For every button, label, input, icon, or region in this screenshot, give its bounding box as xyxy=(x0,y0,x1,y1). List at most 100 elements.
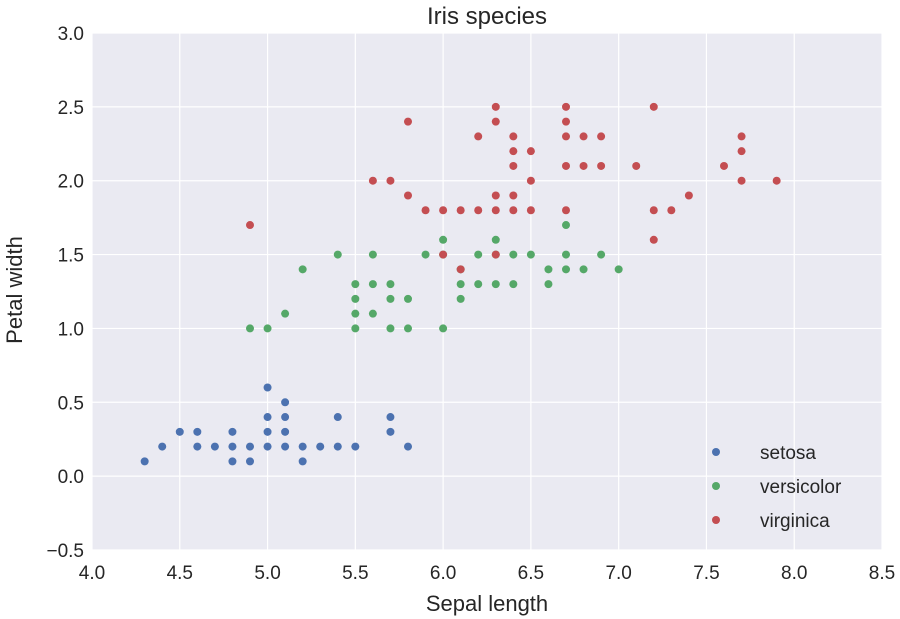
versicolor-point xyxy=(597,250,606,259)
setosa-point xyxy=(263,427,272,436)
setosa-point xyxy=(210,442,219,451)
virginica-point xyxy=(474,132,483,141)
chart-title: Iris species xyxy=(427,3,547,30)
versicolor-point xyxy=(298,265,307,274)
virginica-point xyxy=(368,176,377,185)
virginica-point xyxy=(772,176,781,185)
virginica-point xyxy=(386,176,395,185)
virginica-point xyxy=(562,132,570,141)
x-tick-label: 5.5 xyxy=(342,563,368,584)
versicolor-point xyxy=(404,294,412,303)
versicolor-point xyxy=(439,324,448,333)
versicolor-point xyxy=(509,250,518,259)
virginica-point xyxy=(597,161,606,170)
virginica-point xyxy=(526,176,535,185)
versicolor-point xyxy=(509,280,518,289)
setosa-point xyxy=(281,413,290,422)
x-tick-label: 4.5 xyxy=(167,563,193,584)
y-tick-label: 2.0 xyxy=(58,172,84,193)
setosa-point xyxy=(228,442,237,451)
x-axis-label: Sepal length xyxy=(426,591,548,616)
setosa-point xyxy=(316,442,325,451)
virginica-point xyxy=(562,117,570,126)
x-tick-label: 6.0 xyxy=(430,563,456,584)
y-tick-label: −0.5 xyxy=(46,541,84,562)
versicolor-point xyxy=(281,309,290,318)
setosa-point xyxy=(228,427,237,436)
setosa-point xyxy=(193,442,202,451)
setosa-point xyxy=(298,442,307,451)
legend-marker-virginica xyxy=(712,516,720,524)
x-tick-labels: 4.0 4.5 5.0 5.5 6.0 6.5 7.0 7.5 8.0 8.5 xyxy=(79,563,895,584)
setosa-point xyxy=(246,442,254,451)
virginica-point xyxy=(684,191,693,200)
setosa-point xyxy=(351,442,360,451)
virginica-point xyxy=(246,221,254,230)
y-tick-label: 0.0 xyxy=(58,467,84,488)
versicolor-point xyxy=(544,280,553,289)
x-tick-label: 8.0 xyxy=(781,563,807,584)
virginica-point xyxy=(579,161,588,170)
virginica-point xyxy=(509,132,518,141)
legend: setosa versicolor virginica xyxy=(712,443,842,532)
setosa-point xyxy=(404,442,412,451)
virginica-point xyxy=(509,147,518,156)
x-tick-label: 5.0 xyxy=(254,563,280,584)
setosa-point xyxy=(386,413,395,422)
versicolor-point xyxy=(421,250,430,259)
virginica-point xyxy=(491,250,500,259)
versicolor-point xyxy=(351,309,360,318)
x-tick-label: 6.5 xyxy=(518,563,544,584)
y-tick-label: 2.5 xyxy=(58,98,84,119)
versicolor-point xyxy=(614,265,623,274)
virginica-point xyxy=(509,206,518,215)
data-points xyxy=(140,102,781,466)
setosa-point xyxy=(281,398,290,407)
versicolor-point xyxy=(351,280,360,289)
virginica-point xyxy=(737,132,746,141)
setosa-point xyxy=(228,457,237,466)
versicolor-point xyxy=(333,250,342,259)
virginica-point xyxy=(474,206,483,215)
versicolor-point xyxy=(526,250,535,259)
versicolor-point xyxy=(386,294,395,303)
setosa-point xyxy=(298,457,307,466)
virginica-point xyxy=(667,206,676,215)
versicolor-point xyxy=(386,324,395,333)
y-tick-label: 3.0 xyxy=(58,24,84,45)
versicolor-point xyxy=(263,324,272,333)
setosa-point xyxy=(175,427,184,436)
virginica-point xyxy=(404,191,412,200)
setosa-point xyxy=(263,413,272,422)
virginica-point xyxy=(421,206,430,215)
versicolor-point xyxy=(368,280,377,289)
virginica-point xyxy=(526,206,535,215)
versicolor-point xyxy=(491,280,500,289)
x-tick-label: 7.5 xyxy=(693,563,719,584)
virginica-point xyxy=(737,147,746,156)
virginica-point xyxy=(526,147,535,156)
virginica-point xyxy=(632,161,641,170)
setosa-point xyxy=(333,413,342,422)
setosa-point xyxy=(263,442,272,451)
virginica-point xyxy=(509,191,518,200)
virginica-point xyxy=(491,191,500,200)
virginica-point xyxy=(649,235,658,244)
versicolor-point xyxy=(351,294,360,303)
virginica-point xyxy=(737,176,746,185)
versicolor-point xyxy=(579,265,588,274)
versicolor-point xyxy=(562,265,570,274)
legend-label-versicolor: versicolor xyxy=(760,477,842,498)
virginica-point xyxy=(597,132,606,141)
virginica-point xyxy=(491,206,500,215)
setosa-point xyxy=(193,427,202,436)
versicolor-point xyxy=(544,265,553,274)
virginica-point xyxy=(439,206,448,215)
setosa-point xyxy=(281,442,290,451)
setosa-point xyxy=(333,442,342,451)
virginica-point xyxy=(491,117,500,126)
setosa-point xyxy=(263,383,272,392)
x-tick-label: 8.5 xyxy=(869,563,895,584)
versicolor-point xyxy=(368,250,377,259)
y-axis-label: Petal width xyxy=(2,236,27,344)
